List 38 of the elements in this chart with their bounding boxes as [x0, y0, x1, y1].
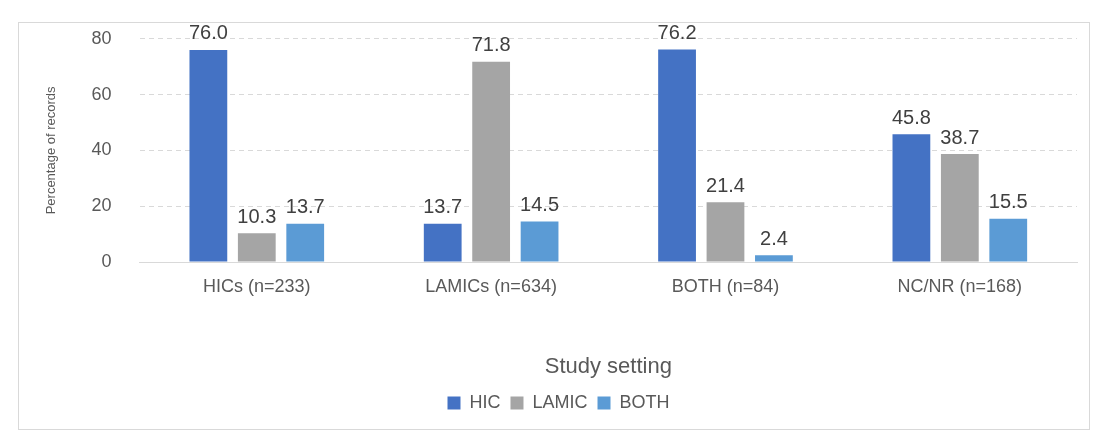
- data-label: 13.7: [285, 195, 325, 218]
- bar: [892, 134, 931, 262]
- y-tick-label: 60: [91, 83, 112, 104]
- data-label: 13.7: [423, 195, 463, 218]
- data-label: 71.8: [471, 33, 511, 56]
- bar: [989, 218, 1028, 262]
- bar: [423, 223, 462, 262]
- y-tick-label: 20: [91, 195, 112, 216]
- data-label: 76.2: [657, 20, 697, 43]
- bar: [520, 221, 559, 262]
- bar: [658, 49, 696, 262]
- bar: [286, 223, 325, 262]
- data-label: 21.4: [706, 173, 745, 196]
- legend-label: HIC: [469, 391, 501, 412]
- bar: [755, 255, 793, 262]
- bar: [472, 61, 511, 262]
- y-tick-label: 0: [101, 250, 112, 271]
- bar: [940, 154, 979, 262]
- legend-label: LAMIC: [532, 391, 588, 412]
- bar: [237, 233, 276, 262]
- data-label: 45.8: [891, 105, 931, 128]
- x-tick-label: NC/NR (n=168): [897, 275, 1023, 296]
- bar: [706, 202, 745, 262]
- x-tick-label: HICs (n=233): [203, 275, 311, 296]
- x-axis-title: Study setting: [544, 352, 672, 378]
- data-label: 14.5: [520, 193, 560, 216]
- data-label: 38.7: [940, 125, 980, 148]
- data-label: 10.3: [237, 204, 277, 227]
- data-label: 2.4: [760, 226, 788, 249]
- y-tick-label: 40: [91, 139, 112, 160]
- data-label: 76.0: [188, 21, 228, 44]
- x-tick-label: BOTH (n=84): [671, 275, 780, 296]
- data-label: 15.5: [988, 190, 1028, 213]
- y-tick-label: 80: [91, 27, 112, 48]
- x-tick-label: LAMICs (n=634): [425, 275, 557, 296]
- y-axis-title: Percentage of records: [43, 85, 59, 215]
- bar: [189, 49, 228, 262]
- legend-label: BOTH: [619, 391, 670, 412]
